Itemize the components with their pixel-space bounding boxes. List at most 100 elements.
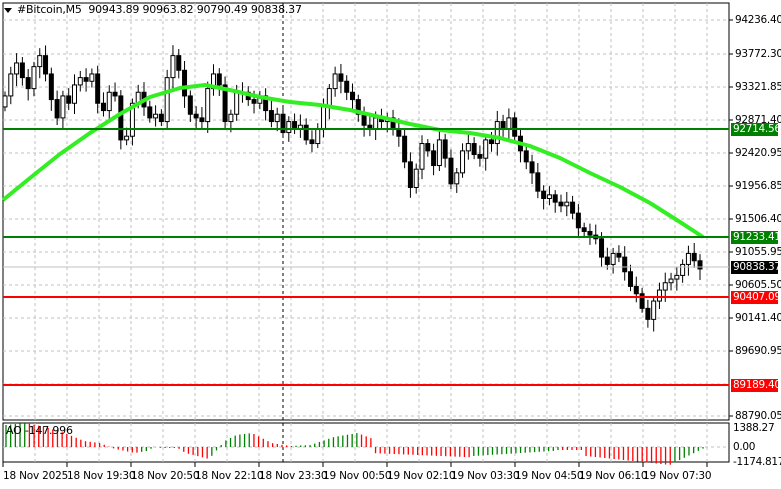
bear-candle xyxy=(95,73,101,104)
bear-candle xyxy=(402,135,408,163)
time-axis-label: 19 Nov 07:30 xyxy=(643,470,712,482)
time-axis-label: 18 Nov 2025 xyxy=(3,470,69,482)
bull-candle xyxy=(656,289,662,302)
bull-candle xyxy=(2,95,8,108)
bull-candle xyxy=(413,168,419,189)
price-axis-label: 93321.85 xyxy=(735,81,781,93)
bull-candle xyxy=(170,55,176,79)
bull-candle xyxy=(129,102,135,137)
bear-candle xyxy=(216,73,222,86)
bull-candle xyxy=(205,88,211,123)
bear-candle xyxy=(575,212,581,229)
time-axis-label: 19 Nov 04:50 xyxy=(515,470,584,482)
bear-candle xyxy=(19,62,25,79)
bear-candle xyxy=(570,201,576,214)
bear-candle xyxy=(309,139,315,145)
bear-candle xyxy=(500,121,506,130)
bull-candle xyxy=(332,73,338,90)
bear-candle xyxy=(407,161,413,189)
bull-candle xyxy=(494,121,500,145)
bull-candle xyxy=(662,282,668,291)
symbol-label: #Bitcoin,M5 xyxy=(17,3,82,16)
price-axis-label: 90141.40 xyxy=(735,312,781,324)
bull-candle xyxy=(546,194,552,199)
bear-candle xyxy=(541,190,547,199)
bear-candle xyxy=(633,285,639,295)
bear-candle xyxy=(616,252,622,258)
level-tag-support-lower: 89189.40 xyxy=(731,379,781,392)
price-axis-label: 88790.05 xyxy=(735,410,781,422)
bear-candle xyxy=(158,113,164,123)
bear-candle xyxy=(628,271,633,287)
bull-candle xyxy=(89,73,95,82)
bull-candle xyxy=(668,278,674,284)
bull-candle xyxy=(60,95,66,119)
bull-candle xyxy=(72,84,77,104)
bull-candle xyxy=(685,252,691,265)
bear-candle xyxy=(425,143,431,152)
bear-candle xyxy=(552,194,558,203)
bull-candle xyxy=(436,139,442,167)
bear-candle xyxy=(193,113,199,119)
bull-candle xyxy=(14,62,20,75)
bear-candle xyxy=(344,80,350,93)
bull-candle xyxy=(674,274,680,280)
bull-candle xyxy=(506,117,512,130)
ao-axis-zero: 0.00 xyxy=(733,441,756,453)
time-axis-label: 19 Nov 06:10 xyxy=(579,470,648,482)
bull-candle xyxy=(274,113,280,123)
bull-candle xyxy=(610,252,616,265)
bear-candle xyxy=(442,139,448,159)
bull-candle xyxy=(228,113,234,123)
bear-candle xyxy=(280,113,286,134)
bear-candle xyxy=(355,99,361,115)
bull-candle xyxy=(460,150,466,174)
bear-candle xyxy=(587,230,593,236)
bear-candle xyxy=(338,73,344,82)
bear-candle xyxy=(187,95,193,115)
bull-candle xyxy=(564,201,570,207)
time-axis-label: 18 Nov 19:30 xyxy=(67,470,136,482)
bull-candle xyxy=(483,139,489,159)
bear-candle xyxy=(66,95,72,104)
bear-candle xyxy=(361,113,367,126)
ao-value: -147.996 xyxy=(24,424,73,437)
bear-candle xyxy=(535,172,541,192)
bull-candle xyxy=(321,106,327,130)
price-axis-label: 94236.40 xyxy=(735,14,781,26)
price-axis-label: 90605.50 xyxy=(735,279,781,291)
bear-candle xyxy=(581,227,587,232)
bear-candle xyxy=(471,143,477,156)
bear-candle xyxy=(147,106,153,119)
bull-candle xyxy=(373,117,379,130)
price-axis-label: 89690.95 xyxy=(735,345,781,357)
bear-candle xyxy=(604,256,610,265)
time-axis-label: 18 Nov 22:10 xyxy=(195,470,264,482)
bull-candle xyxy=(77,77,83,86)
bear-candle xyxy=(622,256,628,273)
bear-candle xyxy=(448,157,454,185)
bear-candle xyxy=(477,154,483,159)
time-axis-label: 19 Nov 03:30 xyxy=(451,470,520,482)
bear-candle xyxy=(176,55,182,71)
main-plot-frame xyxy=(2,2,730,421)
bear-candle xyxy=(645,307,651,320)
bull-candle xyxy=(286,121,292,134)
time-axis-label: 19 Nov 02:10 xyxy=(387,470,456,482)
bull-candle xyxy=(124,135,130,141)
bull-candle xyxy=(315,128,321,145)
level-tag-resistance-lower: 91233.41 xyxy=(731,231,781,244)
bear-candle xyxy=(25,77,31,90)
ao-name: AO xyxy=(6,424,22,437)
ao-axis-max: 1388.27 xyxy=(733,422,775,434)
bear-candle xyxy=(100,102,106,112)
price-axis-label: 91956.85 xyxy=(735,180,781,192)
bull-candle xyxy=(153,113,159,119)
collapse-triangle-icon[interactable] xyxy=(4,7,12,13)
bear-candle xyxy=(118,95,124,141)
bear-candle xyxy=(292,121,298,130)
bull-candle xyxy=(454,172,460,185)
time-axis-label: 19 Nov 00:50 xyxy=(323,470,392,482)
